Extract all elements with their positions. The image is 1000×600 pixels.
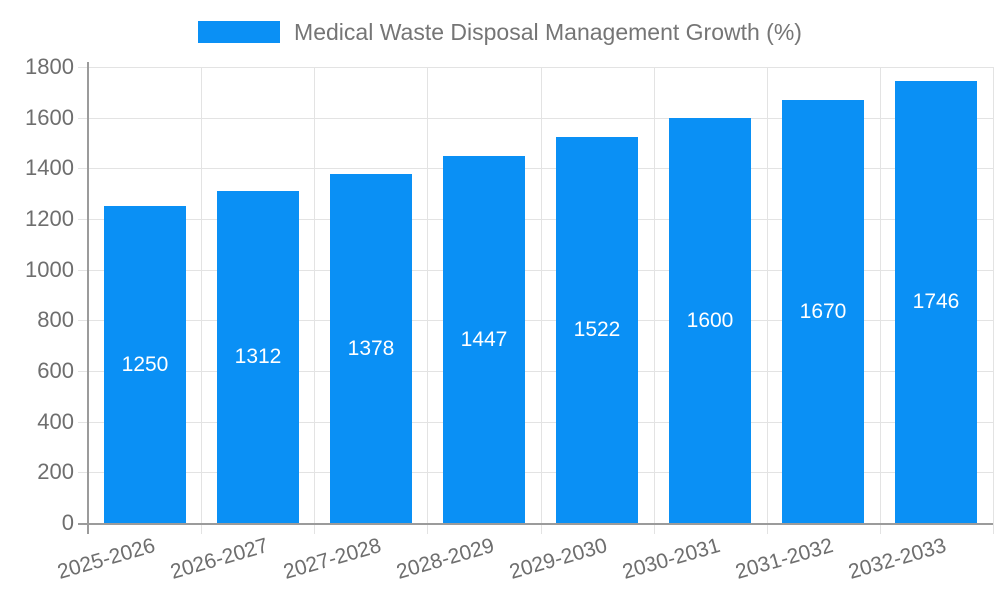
x-axis-line: [78, 523, 993, 525]
y-tick-label: 1000: [25, 257, 74, 282]
bar-2025-2026[interactable]: [104, 206, 186, 523]
gridline-vertical: [201, 67, 202, 534]
gridline-vertical: [314, 67, 315, 534]
bar-value-label: 1746: [912, 290, 960, 313]
bar-value-label: 1312: [234, 345, 282, 368]
y-tick-label: 1600: [25, 105, 74, 130]
y-tick-label: 1400: [25, 155, 74, 180]
bar-value-label: 1600: [686, 309, 734, 332]
gridline-vertical: [880, 67, 881, 534]
gridline-horizontal: [78, 219, 993, 220]
bar-2026-2027[interactable]: [217, 191, 299, 523]
gridline-horizontal: [78, 422, 993, 423]
legend[interactable]: Medical Waste Disposal Management Growth…: [0, 17, 1000, 47]
gridline-horizontal: [78, 371, 993, 372]
y-axis-line: [87, 62, 89, 534]
gridline-horizontal: [78, 118, 993, 119]
y-tick-label: 1800: [25, 54, 74, 79]
gridline-horizontal: [78, 320, 993, 321]
y-tick-label: 800: [37, 307, 74, 332]
gridline-horizontal: [78, 67, 993, 68]
x-tick-label[interactable]: 2032-2033: [722, 534, 948, 584]
bar-2029-2030[interactable]: [556, 137, 638, 523]
legend-swatch[interactable]: [198, 21, 281, 43]
bar-2031-2032[interactable]: [782, 100, 864, 523]
gridline-horizontal: [78, 472, 993, 473]
bar-2030-2031[interactable]: [669, 118, 751, 523]
x-tick-label-text: 2032-2033: [845, 534, 949, 584]
gridline-vertical: [993, 67, 994, 534]
gridline-vertical: [654, 67, 655, 534]
y-tick-label: 1200: [25, 206, 74, 231]
bar-value-label: 1250: [121, 353, 169, 376]
bar-value-label: 1447: [460, 328, 508, 351]
bar-value-label: 1378: [347, 337, 395, 360]
gridline-horizontal: [78, 168, 993, 169]
gridline-vertical: [427, 67, 428, 534]
bar-2032-2033[interactable]: [895, 81, 977, 523]
bar-2027-2028[interactable]: [330, 174, 412, 523]
legend-label[interactable]: Medical Waste Disposal Management Growth…: [294, 18, 802, 45]
gridline-horizontal: [78, 270, 993, 271]
gridline-vertical: [767, 67, 768, 534]
y-tick-label: 400: [37, 409, 74, 434]
bar-value-label: 1522: [573, 318, 621, 341]
y-tick-label: 0: [61, 510, 74, 535]
y-tick-label: 600: [37, 358, 74, 383]
bar-2028-2029[interactable]: [443, 156, 525, 523]
y-tick-label: 200: [37, 459, 74, 484]
bar-value-label: 1670: [799, 300, 847, 323]
gridline-vertical: [541, 67, 542, 534]
